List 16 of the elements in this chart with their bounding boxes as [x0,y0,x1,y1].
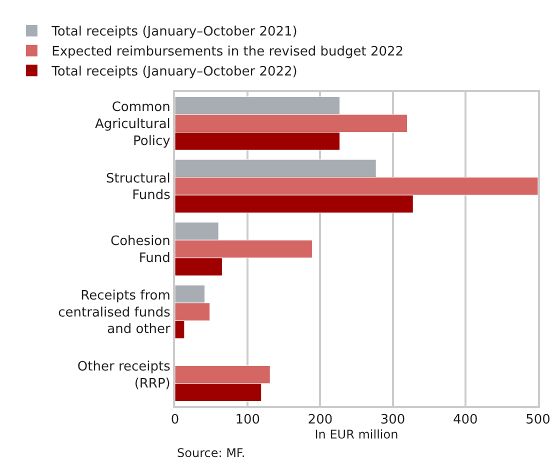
legend-label: Total receipts (January–October 2021) [50,24,298,40]
y-tick-label: Other receipts (RRP) [77,360,171,392]
x-tick-label: 200 [308,412,333,428]
x-tick-label: 300 [380,412,406,428]
y-tick-label: Receipts from centralised funds and other [58,288,172,338]
y-tick-label: Structural Funds [106,171,171,204]
legend-label: Expected reimbursements in the revised budget 2022 [52,44,404,60]
y-tick-label: Cohesion Fund [110,234,170,266]
x-tick-label: 400 [452,412,478,428]
legend-label: Total receipts (January–October 2022) [50,64,298,80]
x-tick-label: 0 [170,412,180,428]
y-tick-label: Common Agricultural Policy [95,100,171,149]
x-tick-label: 500 [526,412,550,428]
x-axis-title: In EUR million [314,428,398,442]
x-tick-label: 100 [235,412,260,428]
source-note: Source: MF. [177,446,246,460]
